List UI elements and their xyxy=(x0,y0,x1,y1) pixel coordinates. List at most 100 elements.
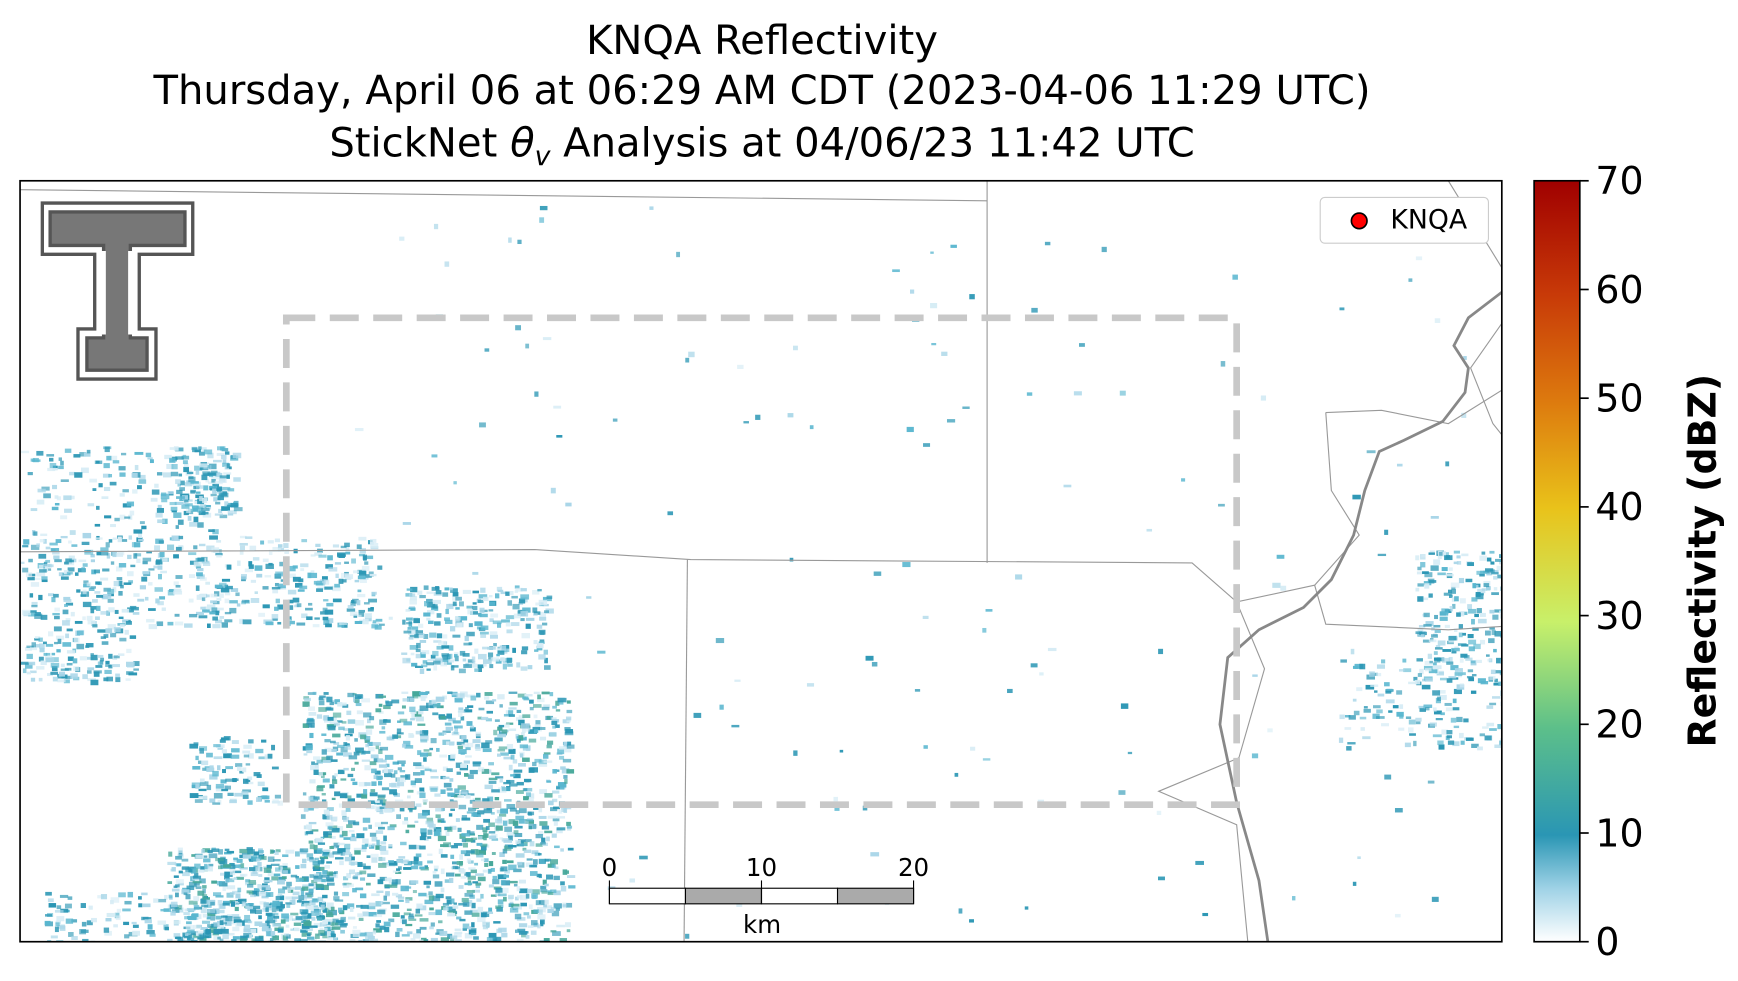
echo xyxy=(560,766,566,770)
echo xyxy=(1434,614,1439,620)
echo xyxy=(197,760,202,764)
echo xyxy=(396,928,403,932)
echo xyxy=(1280,585,1287,591)
echo xyxy=(497,753,501,757)
echo xyxy=(317,860,324,865)
echo xyxy=(556,827,566,831)
echo xyxy=(444,722,452,726)
echo xyxy=(1415,717,1422,722)
echo xyxy=(521,646,529,651)
echo xyxy=(195,868,205,873)
echo xyxy=(352,598,359,604)
echo xyxy=(1486,557,1492,562)
echo xyxy=(237,887,242,893)
echo xyxy=(116,908,122,913)
echo xyxy=(416,929,422,934)
echo xyxy=(495,888,503,893)
echo xyxy=(263,867,272,873)
echo xyxy=(371,893,380,897)
echo xyxy=(66,650,76,654)
colorbar-tick-label: 10 xyxy=(1595,811,1643,855)
echo xyxy=(1408,681,1417,685)
echo xyxy=(412,772,421,776)
echo xyxy=(377,758,384,763)
echo xyxy=(1493,587,1498,591)
echo xyxy=(1416,658,1423,662)
echo xyxy=(313,844,318,851)
echo xyxy=(922,615,929,619)
echo xyxy=(401,705,406,709)
echo xyxy=(170,911,176,916)
echo xyxy=(471,922,475,928)
echo xyxy=(325,913,334,918)
echo xyxy=(434,881,443,887)
echo xyxy=(450,753,456,759)
echo xyxy=(1439,616,1448,621)
echo xyxy=(368,902,377,907)
echo xyxy=(499,867,504,872)
echo xyxy=(1352,881,1357,886)
echo xyxy=(94,569,100,574)
echo xyxy=(309,779,316,784)
echo xyxy=(197,890,205,896)
echo xyxy=(517,839,526,842)
echo xyxy=(212,770,219,777)
echo xyxy=(313,873,320,876)
echo xyxy=(446,713,453,719)
echo xyxy=(292,576,301,582)
echo xyxy=(184,623,193,628)
echo xyxy=(64,508,73,513)
echo xyxy=(342,704,349,708)
echo xyxy=(202,848,211,853)
echo xyxy=(461,791,468,795)
echo xyxy=(533,714,538,719)
echo xyxy=(448,645,454,651)
echo xyxy=(546,715,551,720)
echo xyxy=(310,765,319,771)
echo xyxy=(1181,478,1186,482)
echo xyxy=(154,483,159,488)
echo xyxy=(155,560,160,565)
echo xyxy=(352,876,358,879)
echo xyxy=(224,920,232,926)
echo xyxy=(319,927,324,931)
echo xyxy=(324,865,330,869)
echo xyxy=(383,704,391,710)
echo xyxy=(222,885,226,892)
echo xyxy=(186,885,195,891)
echo xyxy=(157,504,162,509)
echo xyxy=(104,446,110,453)
echo xyxy=(239,542,248,546)
echo xyxy=(1063,484,1072,488)
echo xyxy=(50,671,59,675)
echo xyxy=(190,489,196,493)
echo xyxy=(353,751,360,756)
echo xyxy=(941,351,948,356)
echo xyxy=(391,699,400,704)
echo xyxy=(22,609,31,616)
echo xyxy=(497,650,505,655)
echo xyxy=(463,739,469,743)
scale-tick-label: 10 xyxy=(746,853,777,882)
echo xyxy=(206,767,215,772)
echo xyxy=(81,921,87,927)
echo xyxy=(153,898,159,903)
echo xyxy=(871,661,878,667)
echo xyxy=(243,924,251,931)
echo xyxy=(332,716,337,722)
echo xyxy=(311,898,319,903)
echo xyxy=(207,623,211,628)
echo xyxy=(208,930,215,933)
echo xyxy=(242,794,249,799)
echo xyxy=(1119,390,1126,396)
echo xyxy=(471,912,480,917)
echo xyxy=(510,774,516,777)
echo xyxy=(39,539,45,543)
echo xyxy=(467,774,474,779)
echo xyxy=(51,652,56,656)
echo xyxy=(358,553,366,557)
echo xyxy=(1435,645,1441,648)
echo xyxy=(310,570,315,575)
echo xyxy=(86,615,93,621)
echo xyxy=(719,704,724,710)
